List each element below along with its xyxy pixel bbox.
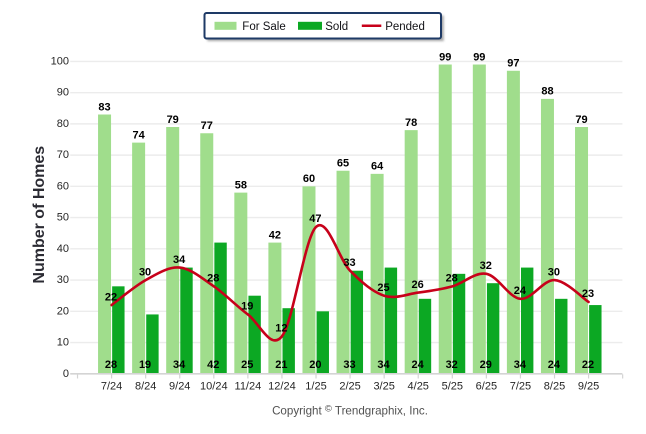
svg-text:33: 33 [343, 257, 355, 269]
svg-text:Copyright © Trendgraphix, Inc.: Copyright © Trendgraphix, Inc. [272, 404, 428, 418]
svg-text:50: 50 [57, 212, 69, 224]
svg-text:10/24: 10/24 [200, 381, 228, 393]
svg-text:30: 30 [139, 266, 151, 278]
svg-text:1/25: 1/25 [305, 381, 326, 393]
svg-text:32: 32 [480, 260, 492, 272]
svg-text:34: 34 [377, 359, 390, 371]
svg-text:25: 25 [377, 282, 389, 294]
svg-text:40: 40 [57, 243, 69, 255]
svg-text:Number of Homes: Number of Homes [31, 146, 48, 284]
svg-text:22: 22 [105, 291, 117, 303]
svg-text:32: 32 [446, 359, 458, 371]
svg-text:25: 25 [241, 359, 253, 371]
svg-text:3/25: 3/25 [373, 381, 394, 393]
svg-text:26: 26 [412, 279, 424, 291]
svg-text:80: 80 [57, 118, 69, 130]
svg-text:5/25: 5/25 [442, 381, 463, 393]
svg-text:24: 24 [548, 359, 561, 371]
svg-text:47: 47 [309, 213, 321, 225]
svg-text:88: 88 [541, 86, 553, 98]
svg-text:30: 30 [548, 266, 560, 278]
svg-text:24: 24 [412, 359, 425, 371]
svg-text:10: 10 [57, 337, 69, 349]
svg-text:42: 42 [269, 229, 281, 241]
svg-text:9/24: 9/24 [169, 381, 190, 393]
svg-text:Sold: Sold [325, 21, 348, 33]
svg-text:74: 74 [132, 129, 145, 141]
svg-text:22: 22 [582, 359, 594, 371]
svg-text:11/24: 11/24 [235, 381, 262, 393]
svg-text:8/24: 8/24 [135, 381, 156, 393]
svg-text:34: 34 [514, 359, 527, 371]
svg-text:24: 24 [514, 285, 527, 297]
svg-text:34: 34 [173, 254, 186, 266]
svg-text:21: 21 [275, 359, 287, 371]
svg-text:23: 23 [582, 288, 594, 300]
svg-text:20: 20 [309, 359, 321, 371]
svg-text:33: 33 [343, 359, 355, 371]
svg-text:78: 78 [405, 117, 417, 129]
svg-text:9/25: 9/25 [578, 381, 599, 393]
svg-text:12/24: 12/24 [268, 381, 296, 393]
svg-text:34: 34 [173, 359, 186, 371]
svg-text:0: 0 [63, 368, 69, 380]
svg-text:2/25: 2/25 [339, 381, 360, 393]
svg-text:30: 30 [57, 274, 69, 286]
svg-text:29: 29 [480, 359, 492, 371]
svg-text:100: 100 [51, 55, 69, 67]
svg-text:64: 64 [371, 161, 384, 173]
svg-text:8/25: 8/25 [544, 381, 565, 393]
svg-text:79: 79 [575, 114, 587, 126]
svg-text:7/24: 7/24 [101, 381, 122, 393]
svg-text:7/25: 7/25 [510, 381, 531, 393]
svg-text:90: 90 [57, 87, 69, 99]
svg-text:79: 79 [167, 114, 179, 126]
svg-text:60: 60 [57, 180, 69, 192]
svg-text:60: 60 [303, 173, 315, 185]
svg-text:99: 99 [473, 51, 485, 63]
svg-text:58: 58 [235, 179, 247, 191]
svg-text:For Sale: For Sale [242, 21, 285, 33]
svg-text:12: 12 [275, 323, 287, 335]
svg-text:97: 97 [507, 58, 519, 70]
svg-text:83: 83 [98, 101, 110, 113]
svg-text:99: 99 [439, 51, 451, 63]
svg-text:28: 28 [207, 273, 219, 285]
svg-text:28: 28 [105, 359, 117, 371]
svg-text:28: 28 [446, 273, 458, 285]
svg-text:19: 19 [241, 301, 253, 313]
svg-text:42: 42 [207, 359, 219, 371]
svg-text:20: 20 [57, 305, 69, 317]
svg-text:6/25: 6/25 [476, 381, 497, 393]
svg-text:4/25: 4/25 [408, 381, 429, 393]
svg-text:65: 65 [337, 158, 349, 170]
svg-text:19: 19 [139, 359, 151, 371]
svg-text:Pended: Pended [385, 21, 425, 33]
svg-text:77: 77 [201, 120, 213, 132]
svg-text:70: 70 [57, 149, 69, 161]
